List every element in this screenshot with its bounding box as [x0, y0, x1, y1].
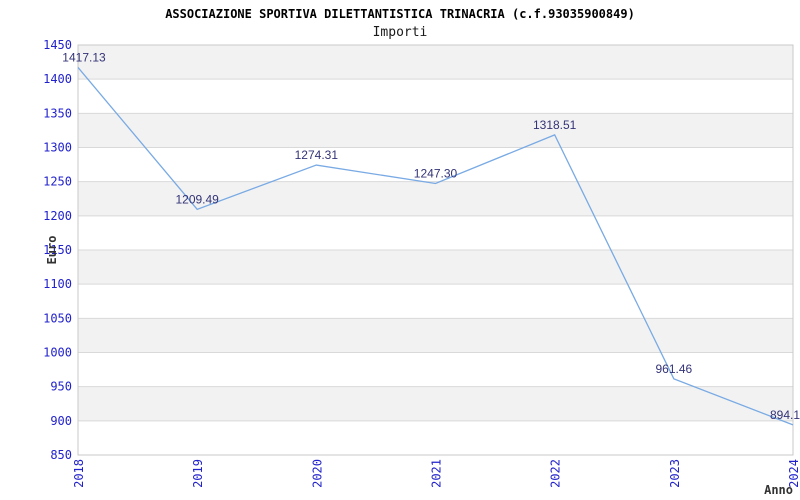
y-tick-label: 1250: [43, 175, 72, 189]
y-tick-label: 1050: [43, 311, 72, 325]
y-tick-label: 1300: [43, 141, 72, 155]
y-tick-label: 1200: [43, 209, 72, 223]
y-tick-label: 1450: [43, 38, 72, 52]
y-tick-label: 1150: [43, 243, 72, 257]
y-tick-label: 1000: [43, 346, 72, 360]
point-label: 1247.30: [414, 167, 458, 181]
x-tick-label: 2023: [668, 459, 682, 488]
series-line: [77, 67, 794, 426]
x-tick-label: 2022: [549, 459, 563, 488]
y-tick-label: 950: [50, 380, 72, 394]
x-tick-label: 2018: [72, 459, 86, 488]
x-tick-label: 2020: [310, 459, 324, 488]
chart-title: ASSOCIAZIONE SPORTIVA DILETTANTISTICA TR…: [165, 7, 635, 21]
plot-border: [77, 44, 794, 456]
plot-band: [78, 386, 793, 421]
x-tick-label: 2024: [787, 459, 800, 488]
point-label: 1417.13: [62, 50, 106, 64]
y-tick-label: 1350: [43, 106, 72, 120]
plot-band: [78, 45, 793, 80]
point-label: 961.46: [655, 362, 692, 376]
plot-band: [78, 318, 793, 353]
y-axis-label: Euro: [45, 235, 59, 265]
plot-band: [78, 250, 793, 285]
plot-band: [78, 181, 793, 216]
y-tick-label: 850: [50, 448, 72, 462]
chart-subtitle: Importi: [372, 25, 428, 40]
x-tick-label: 2021: [430, 459, 444, 488]
x-tick-label: 2019: [191, 459, 205, 488]
y-tick-label: 1400: [43, 72, 72, 86]
point-label: 1274.31: [295, 148, 339, 162]
y-tick-label: 1100: [43, 277, 72, 291]
y-tick-label: 900: [50, 414, 72, 428]
point-label: 894.1: [770, 408, 800, 422]
x-axis-label: Anno: [764, 483, 793, 497]
point-label: 1318.51: [533, 118, 577, 132]
plot-band: [78, 113, 793, 148]
point-label: 1209.49: [175, 192, 219, 206]
